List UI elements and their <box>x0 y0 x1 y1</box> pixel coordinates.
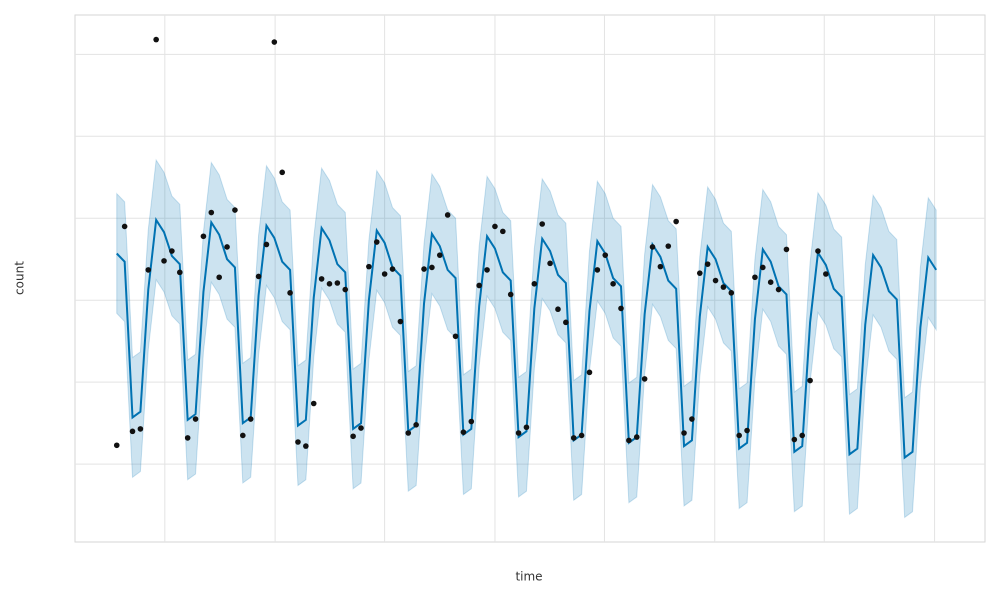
observed-point <box>271 39 278 45</box>
observed-point <box>208 209 215 216</box>
observed-point <box>783 246 790 253</box>
observed-point <box>586 369 593 376</box>
observed-point <box>760 264 766 271</box>
observed-point <box>224 244 230 250</box>
observed-point <box>153 36 159 43</box>
observed-point <box>350 433 356 440</box>
observed-point <box>696 270 703 276</box>
observed-point <box>507 291 514 298</box>
observed-point <box>728 290 735 296</box>
observed-point <box>263 241 270 248</box>
observed-point <box>334 280 341 286</box>
observed-point <box>113 442 120 449</box>
observed-point <box>815 248 821 254</box>
observed-point <box>429 264 435 271</box>
observed-point <box>626 437 632 444</box>
x-axis-label: time <box>515 570 542 584</box>
observed-point <box>704 261 711 267</box>
observed-point <box>216 274 222 281</box>
observed-point <box>129 428 136 435</box>
observed-point <box>381 271 388 277</box>
observed-point <box>602 252 609 258</box>
observed-point <box>799 432 806 439</box>
observed-point <box>484 267 490 273</box>
observed-point <box>633 434 640 440</box>
observed-point <box>539 221 546 227</box>
observed-point <box>145 267 152 273</box>
observed-point <box>492 223 498 230</box>
observed-point <box>476 282 482 289</box>
observed-point <box>436 252 443 258</box>
observed-point <box>720 284 727 290</box>
observed-point <box>547 260 553 267</box>
observed-point <box>618 305 624 312</box>
observed-point <box>176 269 183 276</box>
observed-point <box>610 281 616 287</box>
observed-point <box>389 266 396 272</box>
observed-point <box>736 432 742 439</box>
observed-point <box>192 416 199 422</box>
observed-point <box>515 430 522 436</box>
observed-point <box>744 427 750 434</box>
observed-point <box>452 333 459 340</box>
observed-point <box>689 416 695 422</box>
observed-point <box>460 429 467 435</box>
observed-point <box>657 263 664 270</box>
observed-point <box>649 244 656 250</box>
observed-point <box>712 277 719 284</box>
observed-point <box>413 421 419 428</box>
observed-point <box>318 276 325 282</box>
observed-point <box>665 243 672 249</box>
observed-point <box>326 281 333 287</box>
observed-point <box>823 271 829 277</box>
observed-point <box>807 377 813 384</box>
observed-point <box>373 239 380 245</box>
observed-point <box>295 439 301 445</box>
observed-point <box>641 376 648 382</box>
observed-point <box>500 228 506 235</box>
observed-point <box>247 416 254 422</box>
observed-point <box>555 306 561 313</box>
observed-point <box>570 435 577 441</box>
uncertainty-band <box>116 158 937 519</box>
forecast-line <box>116 216 937 460</box>
observed-point <box>578 432 585 439</box>
observed-point <box>681 430 687 436</box>
observed-point <box>240 432 246 439</box>
observed-point <box>279 169 286 176</box>
observed-point <box>775 286 782 293</box>
observed-point <box>523 424 530 431</box>
observed-point <box>169 248 175 254</box>
plot-area <box>74 14 986 543</box>
observed-point <box>184 435 191 441</box>
observed-point <box>563 319 569 326</box>
observed-point <box>421 266 427 272</box>
observed-point <box>358 425 364 431</box>
observed-point <box>405 430 412 436</box>
observed-point <box>397 318 404 325</box>
observed-point <box>200 233 207 240</box>
observed-point <box>287 290 293 296</box>
observed-point <box>310 400 317 407</box>
observed-point <box>752 274 758 281</box>
observed-point <box>342 286 349 293</box>
observed-point <box>161 258 167 264</box>
observed-point <box>767 279 774 285</box>
observed-point <box>444 212 451 218</box>
observed-point <box>531 281 538 287</box>
observed-point <box>137 426 144 432</box>
observed-point <box>232 207 238 213</box>
observed-point <box>255 273 262 280</box>
observed-point <box>366 263 372 270</box>
observed-point <box>121 223 128 230</box>
observed-point <box>594 267 601 273</box>
observed-point <box>303 443 309 449</box>
observed-point <box>791 436 798 443</box>
observed-point <box>673 218 679 225</box>
observed-point <box>468 418 475 425</box>
y-axis-label: count <box>13 261 27 295</box>
